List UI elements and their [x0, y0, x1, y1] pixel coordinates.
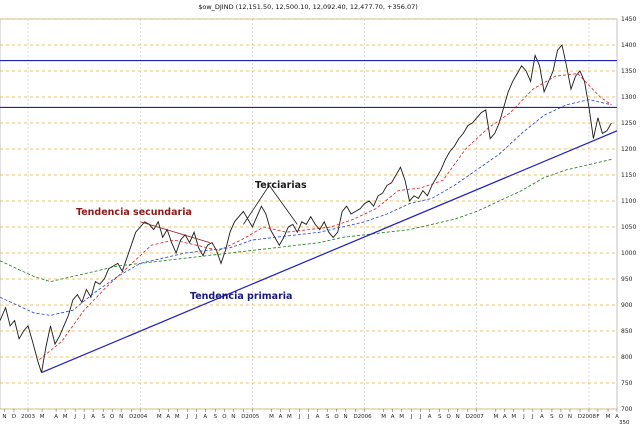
- x-tick-label: D: [578, 414, 582, 420]
- x-tick-label: M: [399, 414, 404, 420]
- x-tick-label: O: [559, 414, 564, 420]
- x-tick-label: A: [428, 414, 432, 420]
- x-tick-label: J: [522, 414, 525, 420]
- x-tick-label: D: [129, 414, 133, 420]
- x-tick-label: J: [195, 414, 198, 420]
- x-tick-label: A: [54, 414, 58, 420]
- trend-line: [140, 221, 210, 243]
- x-tick-label: J: [73, 414, 76, 420]
- series-price: [0, 44, 612, 373]
- x-tick-label: J: [419, 414, 422, 420]
- x-tick-label: J: [531, 414, 534, 420]
- x-tick-label: O: [222, 414, 227, 420]
- y-tick-label: 1100: [621, 198, 636, 205]
- corner-label: 350: [619, 420, 630, 426]
- x-tick-label: D: [12, 414, 16, 420]
- y-tick-label: 850: [621, 328, 633, 335]
- x-tick-label: 2004: [133, 414, 147, 420]
- x-tick-label: S: [214, 414, 218, 420]
- x-tick-label: M: [287, 414, 292, 420]
- annotation-terciarias: Terciarias: [255, 180, 307, 191]
- x-tick-label: N: [119, 414, 123, 420]
- x-tick-label: D: [466, 414, 470, 420]
- y-tick-label: 1300: [621, 94, 636, 101]
- x-tick-label: S: [438, 414, 442, 420]
- x-tick-label: 2005: [245, 414, 259, 420]
- x-tick-label: M: [40, 414, 45, 420]
- y-tick-label: 1250: [621, 120, 636, 127]
- x-tick-label: 2006: [358, 414, 372, 420]
- x-tick-label: A: [316, 414, 320, 420]
- x-tick-label: M: [606, 414, 611, 420]
- x-tick-label: M: [63, 414, 68, 420]
- x-tick-label: M: [175, 414, 180, 420]
- annotation-tendencia-secundaria: Tendencia secundaria: [76, 207, 192, 218]
- x-tick-label: A: [540, 414, 544, 420]
- x-tick-label: N: [568, 414, 572, 420]
- x-tick-label: D: [353, 414, 357, 420]
- x-tick-label: A: [279, 414, 283, 420]
- y-tick-label: 1200: [621, 146, 636, 153]
- series-ma-blue-dashed: [0, 99, 612, 316]
- x-tick-label: J: [82, 414, 85, 420]
- x-tick-label: M: [269, 414, 274, 420]
- trend-line: [243, 185, 270, 225]
- y-tick-label: 1150: [621, 172, 636, 179]
- y-tick-label: 1050: [621, 224, 636, 231]
- x-tick-label: A: [91, 414, 95, 420]
- y-tick-label: 750: [621, 380, 633, 387]
- x-tick-label: N: [2, 414, 6, 420]
- series-ma-green-dashed: [0, 159, 612, 283]
- x-tick-label: A: [203, 414, 207, 420]
- x-tick-label: 2007: [470, 414, 484, 420]
- x-tick-label: F: [596, 414, 599, 420]
- x-tick-label: N: [343, 414, 347, 420]
- x-tick-label: J: [307, 414, 310, 420]
- x-tick-label: S: [550, 414, 554, 420]
- y-tick-label: 700: [621, 406, 633, 413]
- x-tick-label: J: [298, 414, 301, 420]
- trend-line: [268, 185, 298, 225]
- x-tick-label: J: [410, 414, 413, 420]
- x-tick-label: M: [511, 414, 516, 420]
- x-tick-label: M: [381, 414, 386, 420]
- x-tick-label: O: [334, 414, 339, 420]
- x-tick-label: N: [231, 414, 235, 420]
- x-tick-label: 2003: [21, 414, 35, 420]
- series-ma-red-dashed: [39, 73, 612, 360]
- trend-line: [41, 130, 618, 374]
- y-tick-label: 1400: [621, 42, 636, 49]
- x-tick-label: O: [447, 414, 452, 420]
- x-tick-label: M: [157, 414, 162, 420]
- x-tick-label: J: [186, 414, 189, 420]
- x-tick-label: S: [326, 414, 330, 420]
- y-tick-label: 1350: [621, 68, 636, 75]
- x-tick-label: A: [391, 414, 395, 420]
- chart-title: $ow_DJIND (12,151.50, 12,500.10, 12,092.…: [198, 3, 418, 11]
- x-tick-label: D: [241, 414, 245, 420]
- y-tick-label: 950: [621, 276, 633, 283]
- y-tick-label: 800: [621, 354, 633, 361]
- y-tick-label: 900: [621, 302, 633, 309]
- x-tick-label: A: [615, 414, 619, 420]
- y-tick-label: 1450: [621, 16, 636, 23]
- x-tick-label: N: [456, 414, 460, 420]
- annotation-tendencia-primaria: Tendencia primaria: [190, 291, 292, 302]
- x-tick-label: S: [101, 414, 105, 420]
- x-tick-label: O: [110, 414, 115, 420]
- x-tick-label: A: [503, 414, 507, 420]
- x-tick-label: M: [493, 414, 498, 420]
- x-tick-label: 2008: [582, 414, 596, 420]
- x-tick-label: A: [166, 414, 170, 420]
- y-tick-label: 1000: [621, 250, 636, 257]
